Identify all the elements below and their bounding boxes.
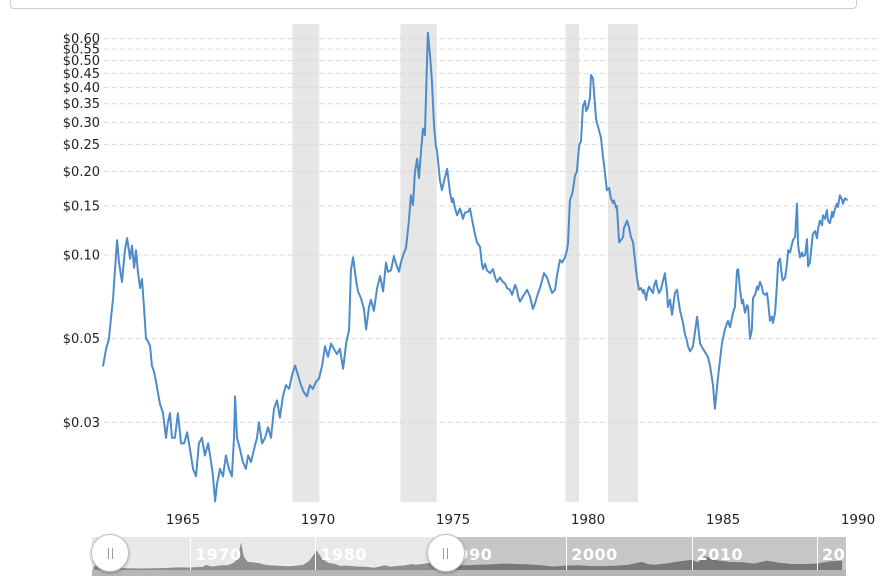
- drag-handle-grip-icon: [443, 547, 445, 559]
- y-axis-tick-label: $0.15: [63, 200, 100, 215]
- range-navigator[interactable]: 1970 1980 1990 2000 2010 2020: [0, 534, 893, 583]
- y-axis-tick-label: $0.10: [63, 249, 100, 264]
- navigator-decade-gridline: [190, 537, 191, 570]
- x-axis-tick-label: 1970: [301, 512, 335, 528]
- navigator-unselected-mask[interactable]: [445, 537, 846, 570]
- navigator-area-series: [93, 542, 843, 570]
- navigator-year-label: 1970: [195, 545, 242, 564]
- x-axis-tick-label: 1980: [571, 512, 605, 528]
- recession-band: [400, 24, 437, 502]
- recession-band: [607, 24, 638, 502]
- y-axis-tick-label: $0.30: [63, 116, 100, 131]
- y-axis-tick-label: $0.40: [63, 81, 100, 96]
- x-axis-tick-label: 1965: [166, 512, 200, 528]
- navigator-year-label: 2000: [571, 545, 618, 564]
- recession-band: [565, 24, 580, 502]
- recession-band: [292, 24, 320, 502]
- navigator-left-drag-handle[interactable]: [91, 534, 129, 572]
- price-history-chart: $0.60$0.55$0.50$0.45$0.40$0.35 $0.30 $0.25…: [63, 24, 880, 528]
- x-axis-tick-label: 1990: [841, 512, 875, 528]
- x-axis-tick-label: 1975: [436, 512, 470, 528]
- drag-handle-grip-icon: [111, 547, 113, 559]
- y-axis-tick-label: $0.20: [63, 165, 100, 180]
- y-axis-tick-label: $0.45: [63, 67, 100, 82]
- drag-handle-grip-icon: [447, 547, 449, 559]
- navigator-decade-gridline: [817, 537, 818, 570]
- navigator-sparkline: [93, 542, 843, 570]
- y-axis-tick-label: $0.50: [63, 54, 100, 69]
- y-axis-tick-label: $0.25: [63, 138, 100, 153]
- y-axis-tick-label: $0.35: [63, 97, 100, 112]
- navigator-decade-gridline: [566, 537, 568, 570]
- y-axis-tick-label: $0.05: [63, 332, 100, 347]
- navigator-year-label: 2020: [822, 545, 869, 564]
- navigator-decade-gridline: [691, 537, 693, 570]
- price-line-series: [102, 31, 848, 503]
- navigator-year-label: 1980: [320, 545, 367, 564]
- navigator-scrollbar[interactable]: [92, 570, 846, 576]
- drag-handle-grip-icon: [107, 547, 109, 559]
- navigator-right-drag-handle[interactable]: [426, 534, 465, 572]
- chart-toolbar-partial: [10, 0, 857, 9]
- y-axis-tick-label: $0.55: [63, 43, 100, 58]
- y-axis-tick-label: $0.03: [63, 416, 100, 431]
- x-axis-tick-label: 1985: [706, 512, 740, 528]
- y-axis-tick-label: $0.60: [63, 32, 100, 47]
- navigator-decade-gridline: [315, 537, 317, 570]
- navigator-year-label: 2010: [696, 545, 744, 564]
